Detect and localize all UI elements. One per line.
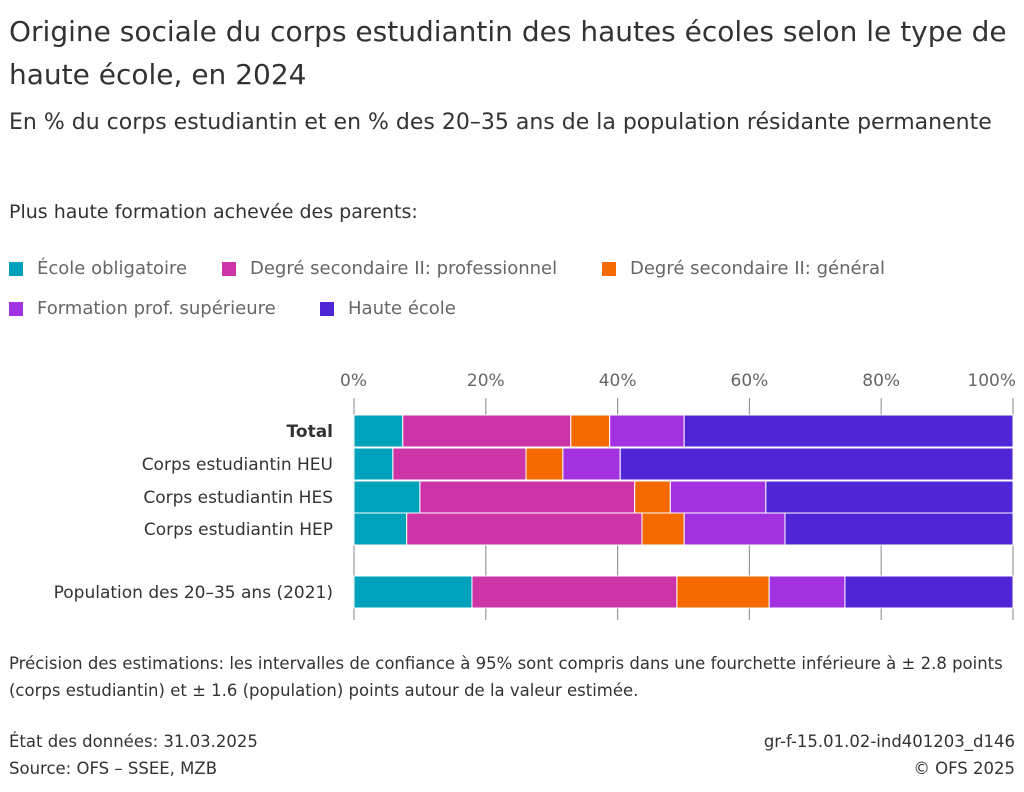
legend-item: École obligatoire	[9, 258, 187, 279]
bar-segment	[562, 447, 621, 481]
bar-segment	[419, 480, 636, 514]
legend-swatch	[9, 301, 23, 316]
bar-segment	[570, 414, 611, 448]
graphic-id: gr-f-15.01.02-ind401203_d146	[763, 732, 1015, 751]
bar-segment	[353, 480, 421, 514]
bar-segment	[353, 512, 408, 546]
legend-swatch	[9, 261, 23, 276]
x-tick-label: 100%	[967, 371, 1016, 391]
legend-label: Degré secondaire II: professionnel	[250, 258, 558, 279]
source: Source: OFS – SSEE, MZB	[9, 759, 218, 778]
bar-segment	[768, 575, 846, 609]
legend-item: Degré secondaire II: professionnel	[222, 258, 557, 279]
category-label: Corps estudiantin HEP	[144, 520, 333, 540]
data-date: État des données: 31.03.2025	[9, 732, 258, 751]
legend-label: Haute école	[348, 298, 456, 319]
legend-item: Formation prof. supérieure	[9, 298, 276, 319]
bar-segment	[634, 480, 671, 514]
bar-segment	[683, 414, 1014, 448]
chart-title: Origine sociale du corps estudiantin des…	[9, 15, 1007, 91]
legend-label: École obligatoire	[37, 258, 188, 279]
legend-item: Haute école	[320, 298, 456, 319]
chart-area: 0% 20% 40% 60% 80% 100% Total Corps estudiantin…	[54, 371, 1016, 620]
bar-segment	[406, 512, 643, 546]
legend-swatch	[320, 301, 334, 316]
x-tick-label: 20%	[467, 371, 505, 391]
copyright: © OFS 2025	[913, 759, 1015, 778]
category-label: Total	[287, 422, 333, 442]
category-label: Corps estudiantin HEU	[142, 455, 333, 475]
bar-segment	[471, 575, 678, 609]
bar-segment	[353, 414, 404, 448]
bar-segment	[844, 575, 1014, 609]
chart-subtitle: En % du corps estudiantin et en % des 20…	[9, 110, 992, 135]
bar-segment	[784, 512, 1014, 546]
legend-item: Degré secondaire II: général	[602, 258, 885, 279]
legend-label: Degré secondaire II: général	[630, 258, 886, 279]
x-tick-label: 60%	[731, 371, 769, 391]
bar-segment	[765, 480, 1014, 514]
bar-segment	[669, 480, 767, 514]
category-label: Population des 20–35 ans (2021)	[54, 583, 333, 603]
precision-note: Précision des estimations: les intervall…	[9, 654, 1003, 700]
bar-segment	[402, 414, 572, 448]
legend-title: Plus haute formation achevée des parents…	[9, 201, 418, 223]
bar-segment	[353, 575, 473, 609]
bar-segment	[353, 447, 394, 481]
legend-swatch	[222, 261, 236, 276]
bar-segment	[641, 512, 685, 546]
x-tick-label: 40%	[599, 371, 637, 391]
bar-segment	[609, 414, 685, 448]
bar-segment	[392, 447, 527, 481]
legend-swatch	[602, 261, 616, 276]
category-label: Corps estudiantin HES	[143, 488, 333, 508]
bar-segment	[619, 447, 1014, 481]
bar-segment	[676, 575, 770, 609]
x-tick-label: 0%	[340, 371, 367, 391]
x-tick-label: 80%	[862, 371, 900, 391]
bar-segment	[525, 447, 564, 481]
bar-segment	[683, 512, 786, 546]
legend-label: Formation prof. supérieure	[37, 298, 276, 319]
